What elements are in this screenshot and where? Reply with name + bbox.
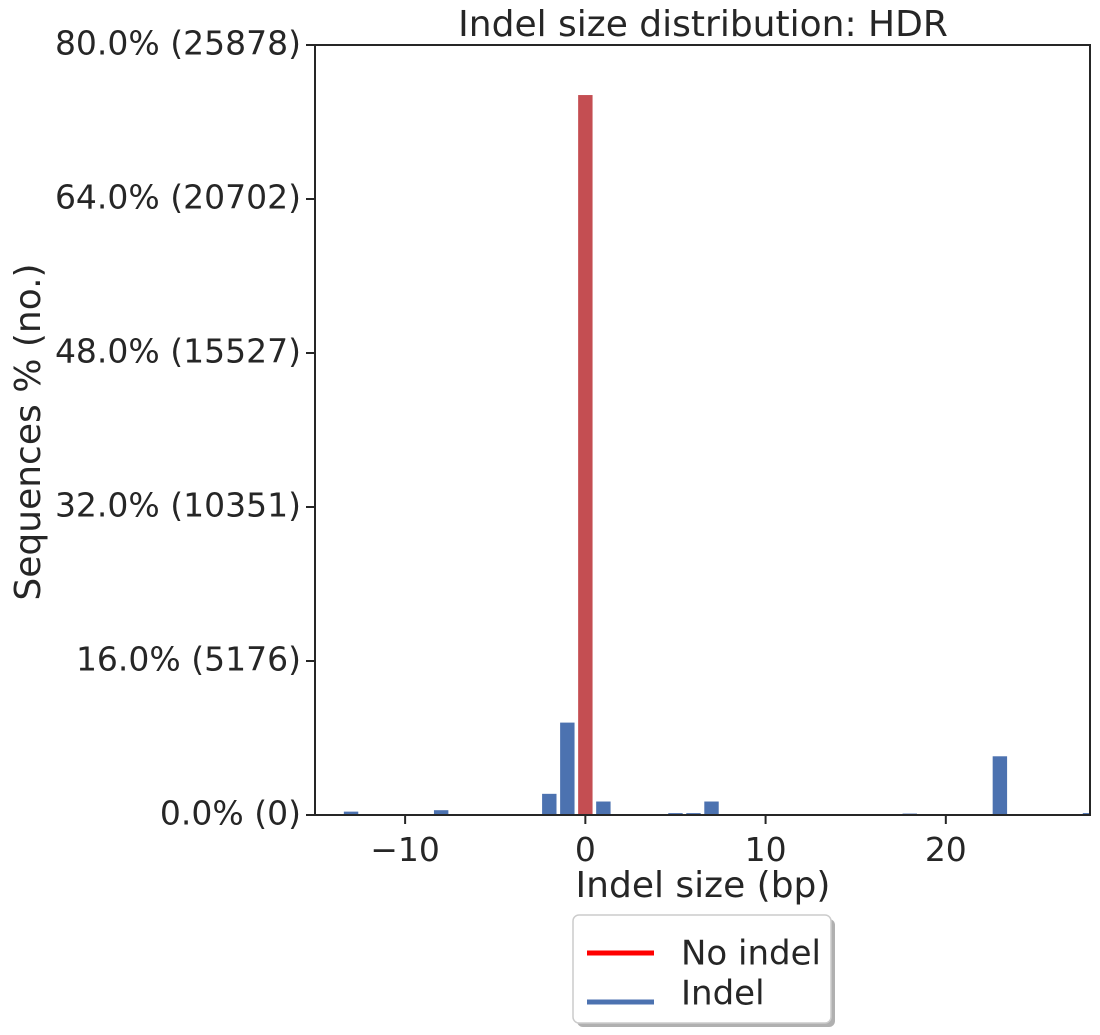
x-axis-ticks: −10 0 10 20 <box>370 815 967 869</box>
x-tick-label: 0 <box>575 830 596 869</box>
legend-label-indel: Indel <box>681 974 765 1014</box>
y-tick-label: 64.0% (20702) <box>55 178 301 217</box>
bar-no-indel-x0 <box>578 95 593 815</box>
y-tick-label: 0.0% (0) <box>160 794 301 833</box>
y-tick-label: 32.0% (10351) <box>55 486 301 525</box>
bar-indel-x-1 <box>560 722 575 815</box>
y-axis-ticks: 0.0% (0) 16.0% (5176) 32.0% (10351) 48.0% (… <box>55 24 315 833</box>
bar-indel-x23 <box>992 756 1008 815</box>
x-tick-label: 10 <box>745 830 787 869</box>
legend-box <box>572 914 832 1024</box>
bar-indel-x7 <box>704 801 719 815</box>
y-axis-label: Sequences % (no.) <box>8 263 49 600</box>
bar-indel-x-13 <box>343 811 359 815</box>
legend: No indel Indel <box>572 914 835 1027</box>
bars-group <box>343 95 1090 815</box>
legend-label-no-indel: No indel <box>681 934 821 974</box>
bar-indel-x-2 <box>542 793 557 815</box>
y-tick-label: 80.0% (25878) <box>55 24 301 63</box>
x-axis-label: Indel size (bp) <box>576 865 831 906</box>
y-tick-label: 16.0% (5176) <box>76 640 301 679</box>
x-tick-label: 20 <box>925 830 967 869</box>
bar-indel-x1 <box>596 801 611 815</box>
y-tick-label: 48.0% (15527) <box>55 332 301 371</box>
x-tick-label: −10 <box>370 830 440 869</box>
plot-frame <box>314 44 1091 816</box>
chart-title: Indel size distribution: HDR <box>458 4 948 45</box>
bar-indel-x-8 <box>433 810 449 815</box>
